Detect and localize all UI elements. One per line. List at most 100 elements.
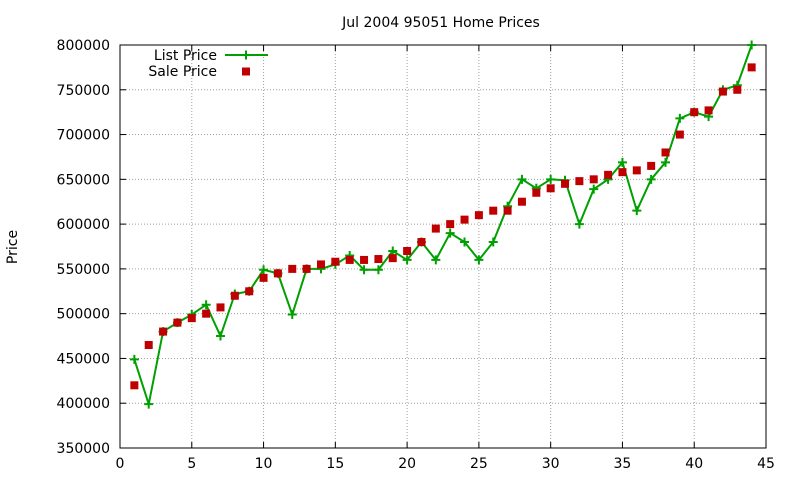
- sale-price-point: [431, 224, 440, 233]
- list-price-point: [373, 265, 383, 275]
- y-tick-label: 800000: [57, 38, 110, 54]
- sale-price-point: [747, 63, 756, 72]
- sale-price-point: [360, 255, 369, 264]
- x-tick-label: 20: [398, 456, 416, 472]
- sale-price-point: [561, 179, 570, 188]
- sale-price-point: [532, 188, 541, 197]
- sale-price-point: [446, 220, 455, 229]
- axis-ticks: 0 5 10 15 20 25 30 35 40 45 350000 400000 450000 5000…: [57, 38, 775, 472]
- list-price-point: [517, 174, 527, 184]
- sale-price-point: [690, 108, 699, 117]
- legend-label-sale-price: Sale Price: [148, 64, 217, 80]
- y-tick-label: 500000: [57, 307, 110, 323]
- x-tick-label: 15: [326, 456, 344, 472]
- sale-price-point: [661, 148, 670, 157]
- sale-price-point: [159, 327, 168, 336]
- sale-price-point: [216, 303, 225, 312]
- x-tick-label: 5: [187, 456, 196, 472]
- list-price-point: [474, 255, 484, 265]
- sale-price-point: [273, 269, 282, 278]
- sale-price-point: [388, 254, 397, 263]
- sale-price-point: [718, 87, 727, 96]
- x-tick-label: 30: [542, 456, 560, 472]
- y-tick-label: 350000: [57, 441, 110, 457]
- sale-price-point: [546, 184, 555, 193]
- x-tick-label: 25: [470, 456, 488, 472]
- list-price-point: [546, 174, 556, 184]
- sale-price-point: [316, 260, 325, 269]
- list-price-point: [388, 246, 398, 256]
- list-price-point: [460, 237, 470, 247]
- sale-price-point: [632, 166, 641, 175]
- data-series: [129, 40, 757, 409]
- list-price-point: [574, 219, 584, 229]
- y-tick-label: 650000: [57, 172, 110, 188]
- list-price-point: [359, 265, 369, 275]
- sale-price-point: [503, 206, 512, 215]
- sale-price-point: [589, 175, 598, 184]
- sale-price-point: [245, 287, 254, 296]
- list-price-point: [488, 237, 498, 247]
- y-tick-label: 700000: [57, 128, 110, 144]
- x-tick-label: 0: [116, 456, 125, 472]
- sale-price-point: [417, 238, 426, 247]
- sale-price-point: [517, 197, 526, 206]
- list-price-point: [402, 255, 412, 265]
- sale-price-point: [259, 273, 268, 282]
- legend-marker-list-price: [241, 50, 251, 60]
- sale-price-point: [374, 255, 383, 264]
- list-price-point: [129, 354, 139, 364]
- list-price-point: [632, 206, 642, 216]
- sale-price-point: [187, 314, 196, 323]
- legend-label-list-price: List Price: [154, 48, 217, 64]
- sale-price-point: [733, 85, 742, 94]
- list-price-point: [259, 265, 269, 275]
- sale-price-point: [575, 177, 584, 186]
- sale-price-point: [647, 161, 656, 170]
- sale-price-point: [302, 264, 311, 273]
- list-price-point: [144, 399, 154, 409]
- list-price-point: [445, 228, 455, 238]
- sale-price-point: [331, 257, 340, 266]
- y-tick-label: 400000: [57, 396, 110, 412]
- list-price-point: [747, 40, 757, 50]
- legend: List Price Sale Price: [148, 48, 268, 80]
- y-tick-label: 600000: [57, 217, 110, 233]
- list-price-point: [201, 300, 211, 310]
- sale-price-point: [230, 291, 239, 300]
- list-price-point: [431, 255, 441, 265]
- list-price-point: [287, 310, 297, 320]
- list-price-point: [661, 157, 671, 167]
- list-price-point: [215, 331, 225, 341]
- grid-lines: [120, 45, 766, 448]
- sale-price-point: [604, 170, 613, 179]
- sale-price-point: [345, 255, 354, 264]
- sale-price-point: [288, 264, 297, 273]
- x-tick-label: 10: [255, 456, 273, 472]
- sale-price-point: [403, 246, 412, 255]
- list-price-line: [133, 44, 753, 409]
- list-price-point: [617, 157, 627, 167]
- sale-price-point: [489, 206, 498, 215]
- y-axis-label: Price: [5, 230, 21, 264]
- list-price-point: [675, 113, 685, 123]
- x-tick-label: 45: [757, 456, 775, 472]
- sale-price-point: [144, 341, 153, 350]
- sale-price-point: [474, 211, 483, 220]
- sale-price-point: [460, 215, 469, 224]
- sale-price-point: [130, 381, 139, 390]
- y-tick-label: 550000: [57, 262, 110, 278]
- sale-price-point: [704, 106, 713, 115]
- plot-border: [119, 44, 767, 449]
- sale-price-point: [675, 130, 684, 139]
- y-tick-label: 750000: [57, 83, 110, 99]
- sale-price-point: [202, 309, 211, 318]
- x-tick-label: 35: [614, 456, 632, 472]
- list-price-point: [589, 184, 599, 194]
- x-tick-label: 40: [685, 456, 703, 472]
- sale-price-point: [618, 168, 627, 177]
- sale-price-point: [173, 318, 182, 327]
- y-tick-label: 450000: [57, 351, 110, 367]
- legend-marker-sale-price: [242, 67, 250, 76]
